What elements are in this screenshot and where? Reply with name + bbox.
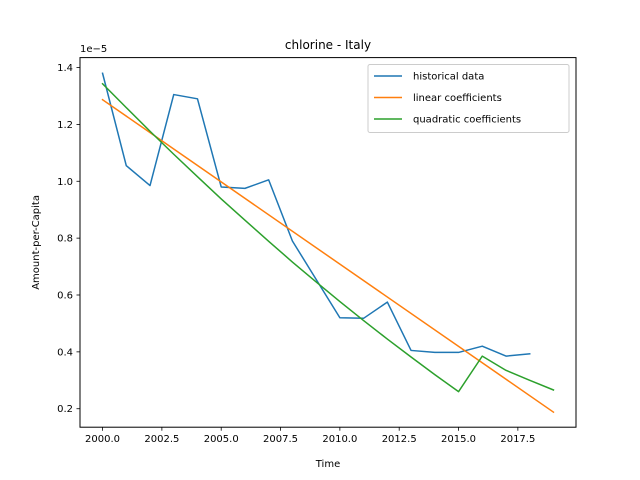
y-axis: 0.2 0.4 0.6 0.8 1.0 1.2 1.4 — [57, 63, 80, 415]
y-offset-text: 1e−5 — [80, 44, 107, 55]
x-tick-label: 2000.0 — [85, 434, 120, 445]
series-layer — [101, 72, 555, 414]
series-line-2 — [101, 82, 555, 393]
x-tick-label: 2017.5 — [500, 434, 535, 445]
x-tick-label: 2015.0 — [441, 434, 476, 445]
plot-frame — [79, 57, 577, 428]
y-axis-label: Amount-per-Capita — [31, 195, 42, 290]
y-tick-label: 1.4 — [57, 63, 73, 74]
y-tick-label: 0.2 — [57, 404, 73, 415]
y-tick-label: 0.6 — [57, 290, 73, 301]
y-tick-label: 0.8 — [57, 234, 73, 245]
series-line-1 — [101, 98, 555, 414]
y-tick-label: 0.4 — [57, 347, 73, 358]
legend-label-1: linear coefficients — [413, 93, 502, 104]
y-tick-label: 1.2 — [57, 120, 73, 131]
chart-title: chlorine - Italy — [285, 38, 371, 52]
x-tick-label: 2010.0 — [322, 434, 357, 445]
x-tick-label: 2005.0 — [204, 434, 239, 445]
series-line-0 — [101, 72, 531, 357]
x-tick-label: 2012.5 — [382, 434, 417, 445]
legend-label-0: historical data — [413, 72, 484, 83]
x-axis-label: Time — [315, 459, 340, 470]
legend-label-2: quadratic coefficients — [413, 115, 521, 126]
x-tick-label: 2007.5 — [263, 434, 298, 445]
legend: historical data linear coefficients quadra… — [367, 64, 570, 133]
x-tick-label: 2002.5 — [144, 434, 179, 445]
y-tick-label: 1.0 — [57, 177, 73, 188]
legend-box — [367, 64, 570, 133]
x-axis: 2000.0 2002.5 2005.0 2007.5 2010.0 2012.5 2015… — [85, 427, 535, 445]
